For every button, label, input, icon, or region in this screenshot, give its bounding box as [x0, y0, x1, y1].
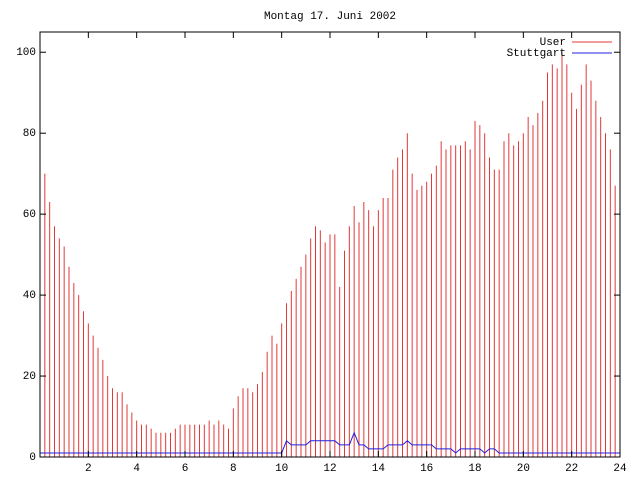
x-tick-label: 6 — [182, 463, 189, 475]
y-tick-label: 20 — [23, 371, 36, 383]
x-tick-label: 8 — [230, 463, 237, 475]
x-tick-label: 16 — [420, 463, 433, 475]
x-tick-label: 2 — [85, 463, 92, 475]
x-tick-label: 22 — [565, 463, 578, 475]
y-tick-label: 60 — [23, 209, 36, 221]
x-tick-label: 10 — [275, 463, 288, 475]
chart-title: Montag 17. Juni 2002 — [264, 11, 396, 23]
legend-label: User — [540, 37, 566, 49]
y-tick-label: 100 — [16, 47, 36, 59]
x-tick-label: 24 — [613, 463, 627, 475]
y-tick-label: 80 — [23, 128, 36, 140]
x-tick-label: 4 — [133, 463, 140, 475]
x-tick-label: 20 — [517, 463, 530, 475]
legend-label: Stuttgart — [507, 48, 566, 60]
x-tick-label: 14 — [372, 463, 386, 475]
x-tick-label: 18 — [468, 463, 481, 475]
y-tick-label: 40 — [23, 290, 36, 302]
x-tick-label: 12 — [323, 463, 336, 475]
y-tick-label: 0 — [29, 452, 36, 464]
